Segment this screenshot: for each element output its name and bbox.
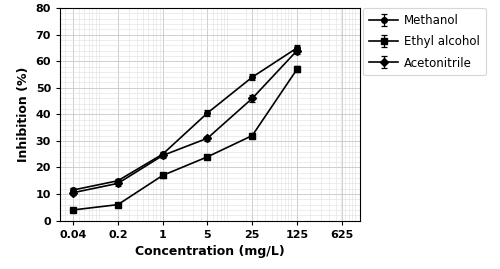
Legend: Methanol, Ethyl alcohol, Acetonitrile: Methanol, Ethyl alcohol, Acetonitrile	[363, 8, 486, 75]
Y-axis label: Inhibition (%): Inhibition (%)	[17, 67, 30, 162]
X-axis label: Concentration (mg/L): Concentration (mg/L)	[135, 245, 285, 258]
